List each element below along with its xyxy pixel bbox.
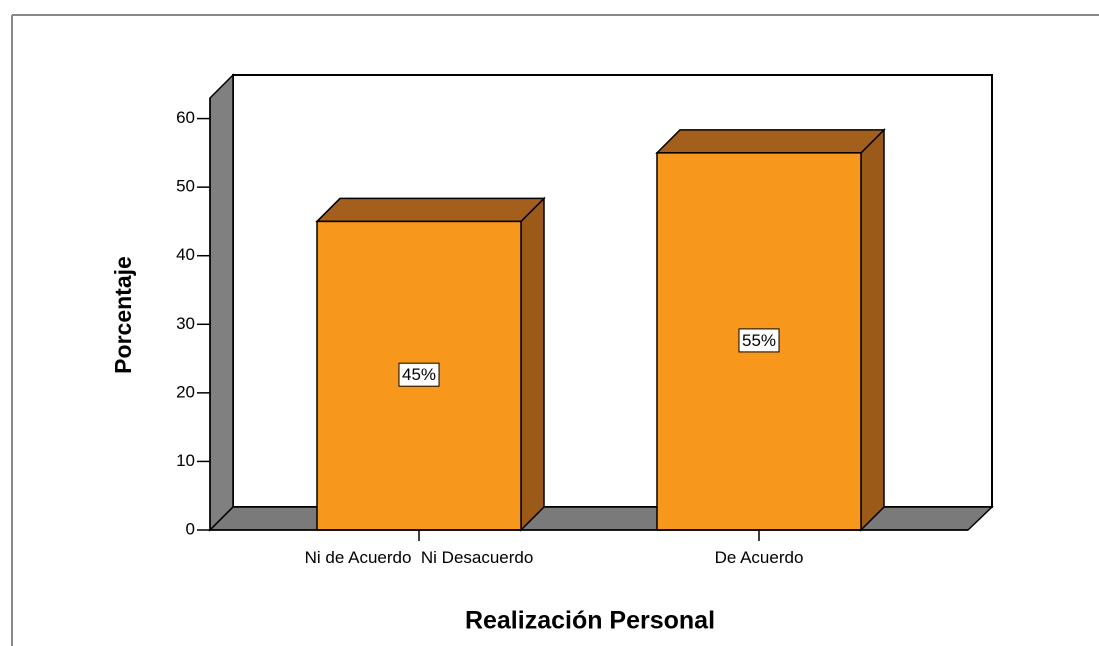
y-axis-label: Porcentaje bbox=[110, 256, 136, 374]
y-tick-label: 40 bbox=[176, 245, 195, 264]
bar-top bbox=[655, 129, 886, 154]
x-tick-label: Ni de Acuerdo Ni Desacuerdo bbox=[304, 548, 534, 567]
y-tick-label: 50 bbox=[176, 177, 195, 196]
x-tick-label: De Acuerdo bbox=[714, 548, 804, 567]
y-tick-label: 30 bbox=[176, 314, 195, 333]
bar-side bbox=[860, 128, 885, 532]
data-label-box bbox=[398, 362, 440, 387]
y-tick-label: 20 bbox=[176, 382, 195, 401]
data-label: 55% bbox=[742, 331, 776, 350]
left-wall bbox=[209, 73, 234, 532]
x-axis-label: Realización Personal bbox=[465, 607, 715, 635]
data-label-box bbox=[738, 328, 780, 353]
y-tick-label: 10 bbox=[176, 451, 195, 470]
bar-side bbox=[520, 196, 545, 532]
bar-top bbox=[315, 197, 546, 223]
y-tick-label: 60 bbox=[176, 108, 195, 127]
y-tick-label: 0 bbox=[186, 519, 195, 538]
data-label: 45% bbox=[402, 365, 436, 384]
